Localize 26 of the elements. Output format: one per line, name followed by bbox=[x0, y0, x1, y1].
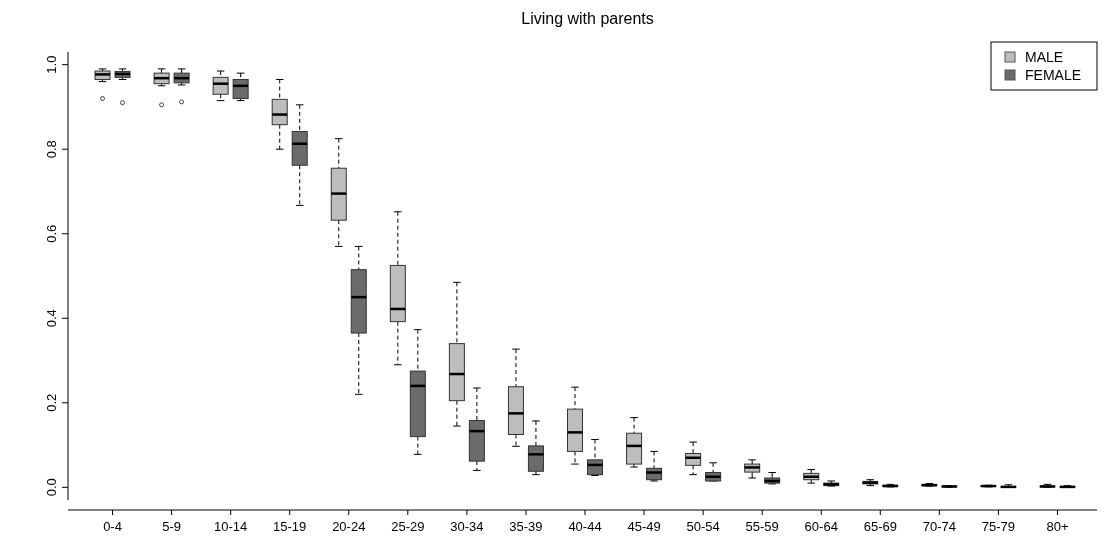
x-tick-label: 35-39 bbox=[509, 519, 543, 534]
x-tick-label: 30-34 bbox=[450, 519, 484, 534]
x-tick-label: 50-54 bbox=[686, 519, 720, 534]
legend-label: MALE bbox=[1025, 49, 1064, 65]
x-tick-label: 40-44 bbox=[568, 519, 602, 534]
x-tick-label: 75-79 bbox=[981, 519, 1016, 534]
y-tick-label: 0.8 bbox=[44, 140, 59, 159]
x-tick-label: 5-9 bbox=[162, 519, 181, 534]
x-tick-label: 55-59 bbox=[745, 519, 779, 534]
x-tick-label: 10-14 bbox=[214, 519, 248, 534]
x-tick-label: 70-74 bbox=[922, 519, 956, 534]
chart-title: Living with parents bbox=[521, 10, 654, 27]
x-tick-label: 65-69 bbox=[863, 519, 897, 534]
legend-label: FEMALE bbox=[1025, 67, 1082, 83]
x-tick-label: 15-19 bbox=[273, 519, 307, 534]
x-tick-label: 60-64 bbox=[804, 519, 838, 534]
y-tick-label: 0.6 bbox=[44, 224, 59, 243]
x-tick-label: 45-49 bbox=[627, 519, 661, 534]
x-tick-label: 25-29 bbox=[391, 519, 425, 534]
x-tick-label: 20-24 bbox=[332, 519, 366, 534]
x-tick-label: 0-4 bbox=[103, 519, 122, 534]
x-tick-label: 80+ bbox=[1046, 519, 1069, 534]
y-tick-label: 1.0 bbox=[44, 55, 59, 74]
y-tick-label: 0.0 bbox=[44, 478, 59, 497]
y-tick-label: 0.2 bbox=[44, 393, 59, 412]
y-tick-label: 0.4 bbox=[44, 309, 59, 328]
